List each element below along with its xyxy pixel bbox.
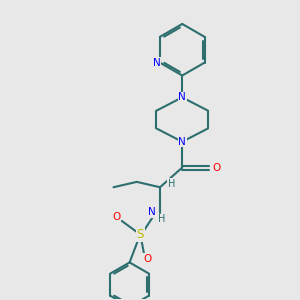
- Text: O: O: [143, 254, 152, 263]
- Text: O: O: [112, 212, 121, 222]
- Text: H: H: [168, 179, 175, 189]
- Text: O: O: [213, 163, 221, 172]
- Text: N: N: [178, 137, 186, 147]
- Text: H: H: [158, 214, 166, 224]
- Text: N: N: [153, 58, 161, 68]
- Text: N: N: [148, 207, 156, 217]
- Text: N: N: [178, 92, 186, 102]
- Text: S: S: [136, 228, 144, 241]
